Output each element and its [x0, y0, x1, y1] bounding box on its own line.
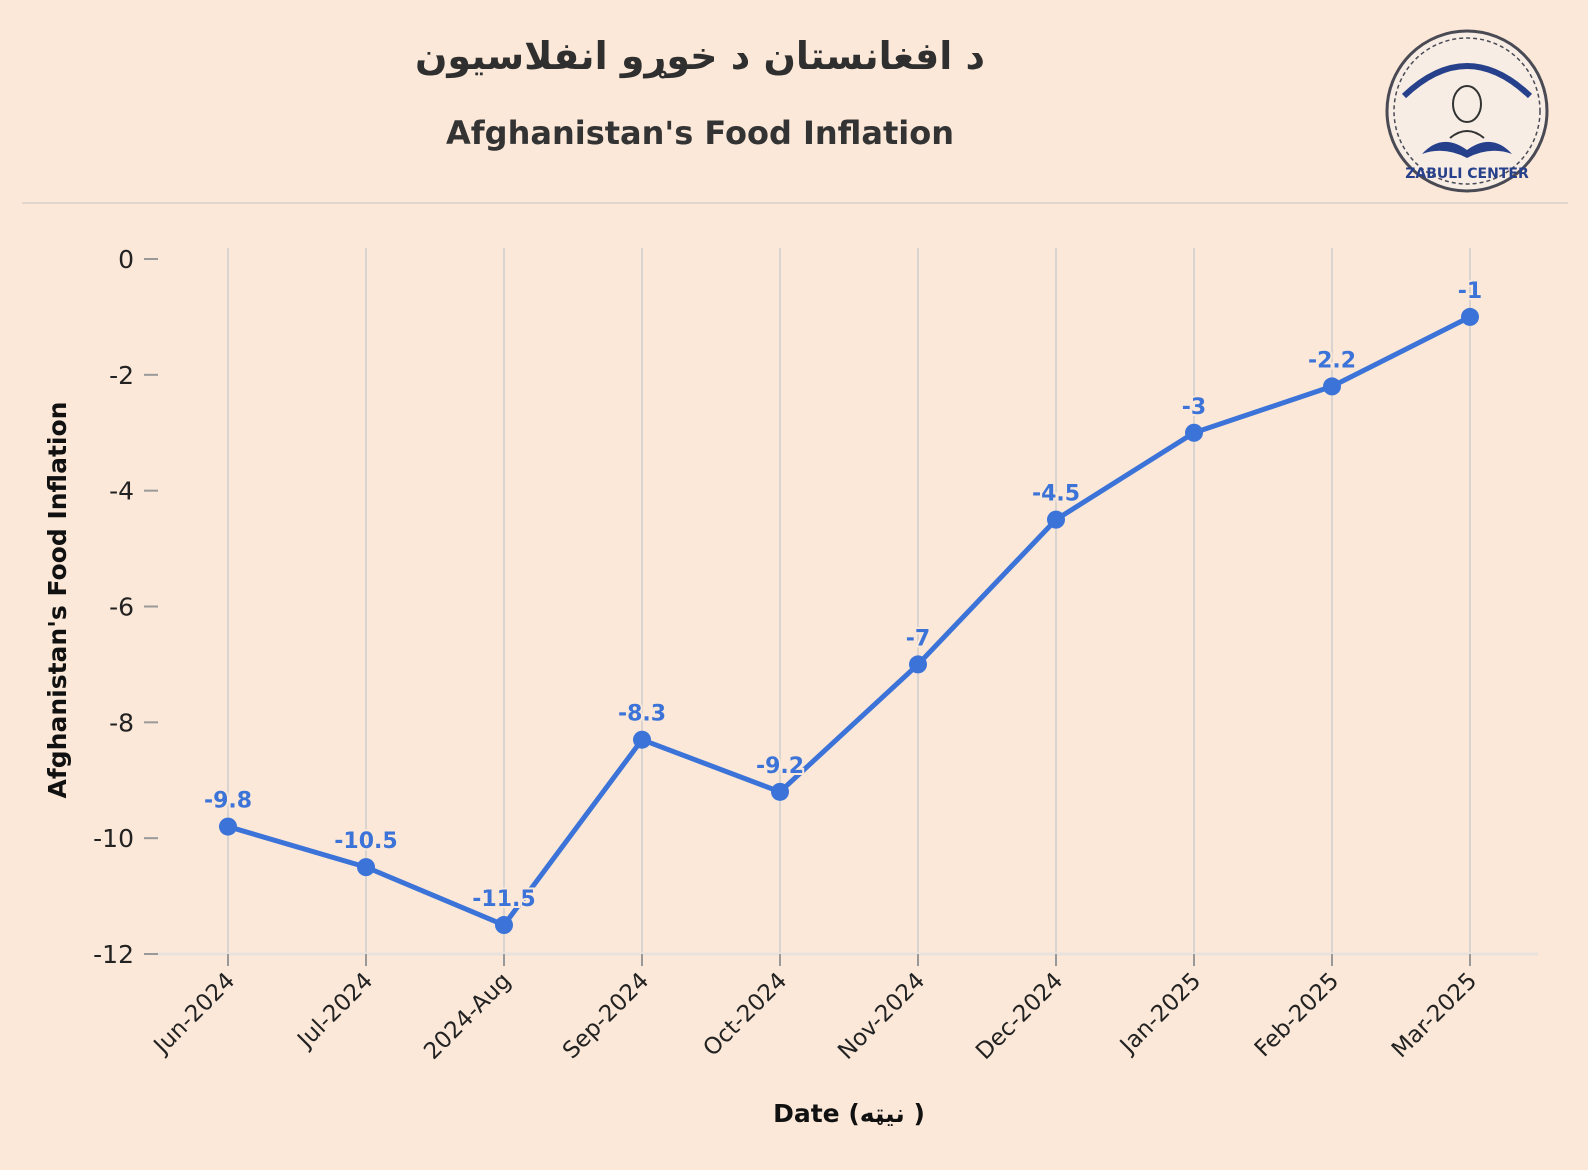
- x-tick-label: Nov-2024: [833, 968, 930, 1065]
- header-divider: [22, 202, 1568, 204]
- data-point: [1323, 377, 1341, 396]
- y-tick-label: 0: [118, 245, 134, 274]
- data-label: -2.2: [1308, 348, 1356, 373]
- data-label: -10.5: [334, 829, 397, 854]
- series-line: [227, 314, 1472, 928]
- data-point: [771, 782, 789, 801]
- data-label: -4.5: [1032, 482, 1080, 507]
- y-tick-label: -6: [109, 593, 134, 622]
- y-tick-label: -4: [109, 477, 134, 506]
- data-point: [495, 916, 513, 935]
- grid-lines: [227, 248, 1471, 954]
- data-point: [357, 858, 375, 877]
- logo-text: ZABULI CENTER: [1405, 166, 1529, 182]
- x-tick-label: Oct-2024: [698, 968, 792, 1062]
- x-axis-title: Date (نیټه ): [773, 1099, 925, 1128]
- x-tick-label: Dec-2024: [971, 968, 1068, 1065]
- data-point: [1461, 307, 1479, 326]
- data-label: -9.8: [204, 789, 252, 814]
- data-label: -1: [1458, 279, 1482, 304]
- y-tick-label: -8: [109, 708, 134, 737]
- data-point: [1047, 510, 1065, 529]
- x-tick-label: Feb-2025: [1250, 968, 1344, 1062]
- chart-title: Afghanistan's Food Inflation: [445, 114, 955, 152]
- chart-title-pashto: د افغانستان د خوړو انفلاسيون: [414, 34, 986, 78]
- series-line-layer: [219, 307, 1479, 935]
- data-point: [909, 655, 927, 674]
- y-axis-title: Afghanistan's Food Inflation: [43, 402, 72, 799]
- x-tick-label: Jan-2025: [1114, 968, 1206, 1060]
- x-tick-label: Jun-2024: [148, 968, 240, 1060]
- y-tick-label: -12: [93, 940, 134, 969]
- y-tick-label: -2: [109, 361, 134, 390]
- data-label: -3: [1182, 395, 1206, 420]
- zabuli-center-logo-icon: ZABULI CENTER: [1385, 29, 1549, 193]
- data-labels: -9.8 -10.5 -11.5 -8.3 -9.2 -7 -4.5 -3 -2.2 -1: [202, 277, 1484, 914]
- data-label: -9.2: [756, 754, 804, 779]
- x-tick-label: Mar-2025: [1387, 968, 1482, 1063]
- y-tick-label: -10: [93, 824, 134, 853]
- data-point: [219, 817, 237, 836]
- data-label: -8.3: [618, 702, 666, 727]
- data-point: [1185, 423, 1203, 442]
- data-label: -11.5: [472, 887, 535, 912]
- x-tick-label: Sep-2024: [558, 968, 654, 1064]
- x-tick-label: 2024-Aug: [419, 968, 516, 1065]
- x-tick-label: Jul-2024: [292, 968, 379, 1055]
- data-label: -7: [906, 626, 930, 651]
- data-point: [633, 730, 651, 749]
